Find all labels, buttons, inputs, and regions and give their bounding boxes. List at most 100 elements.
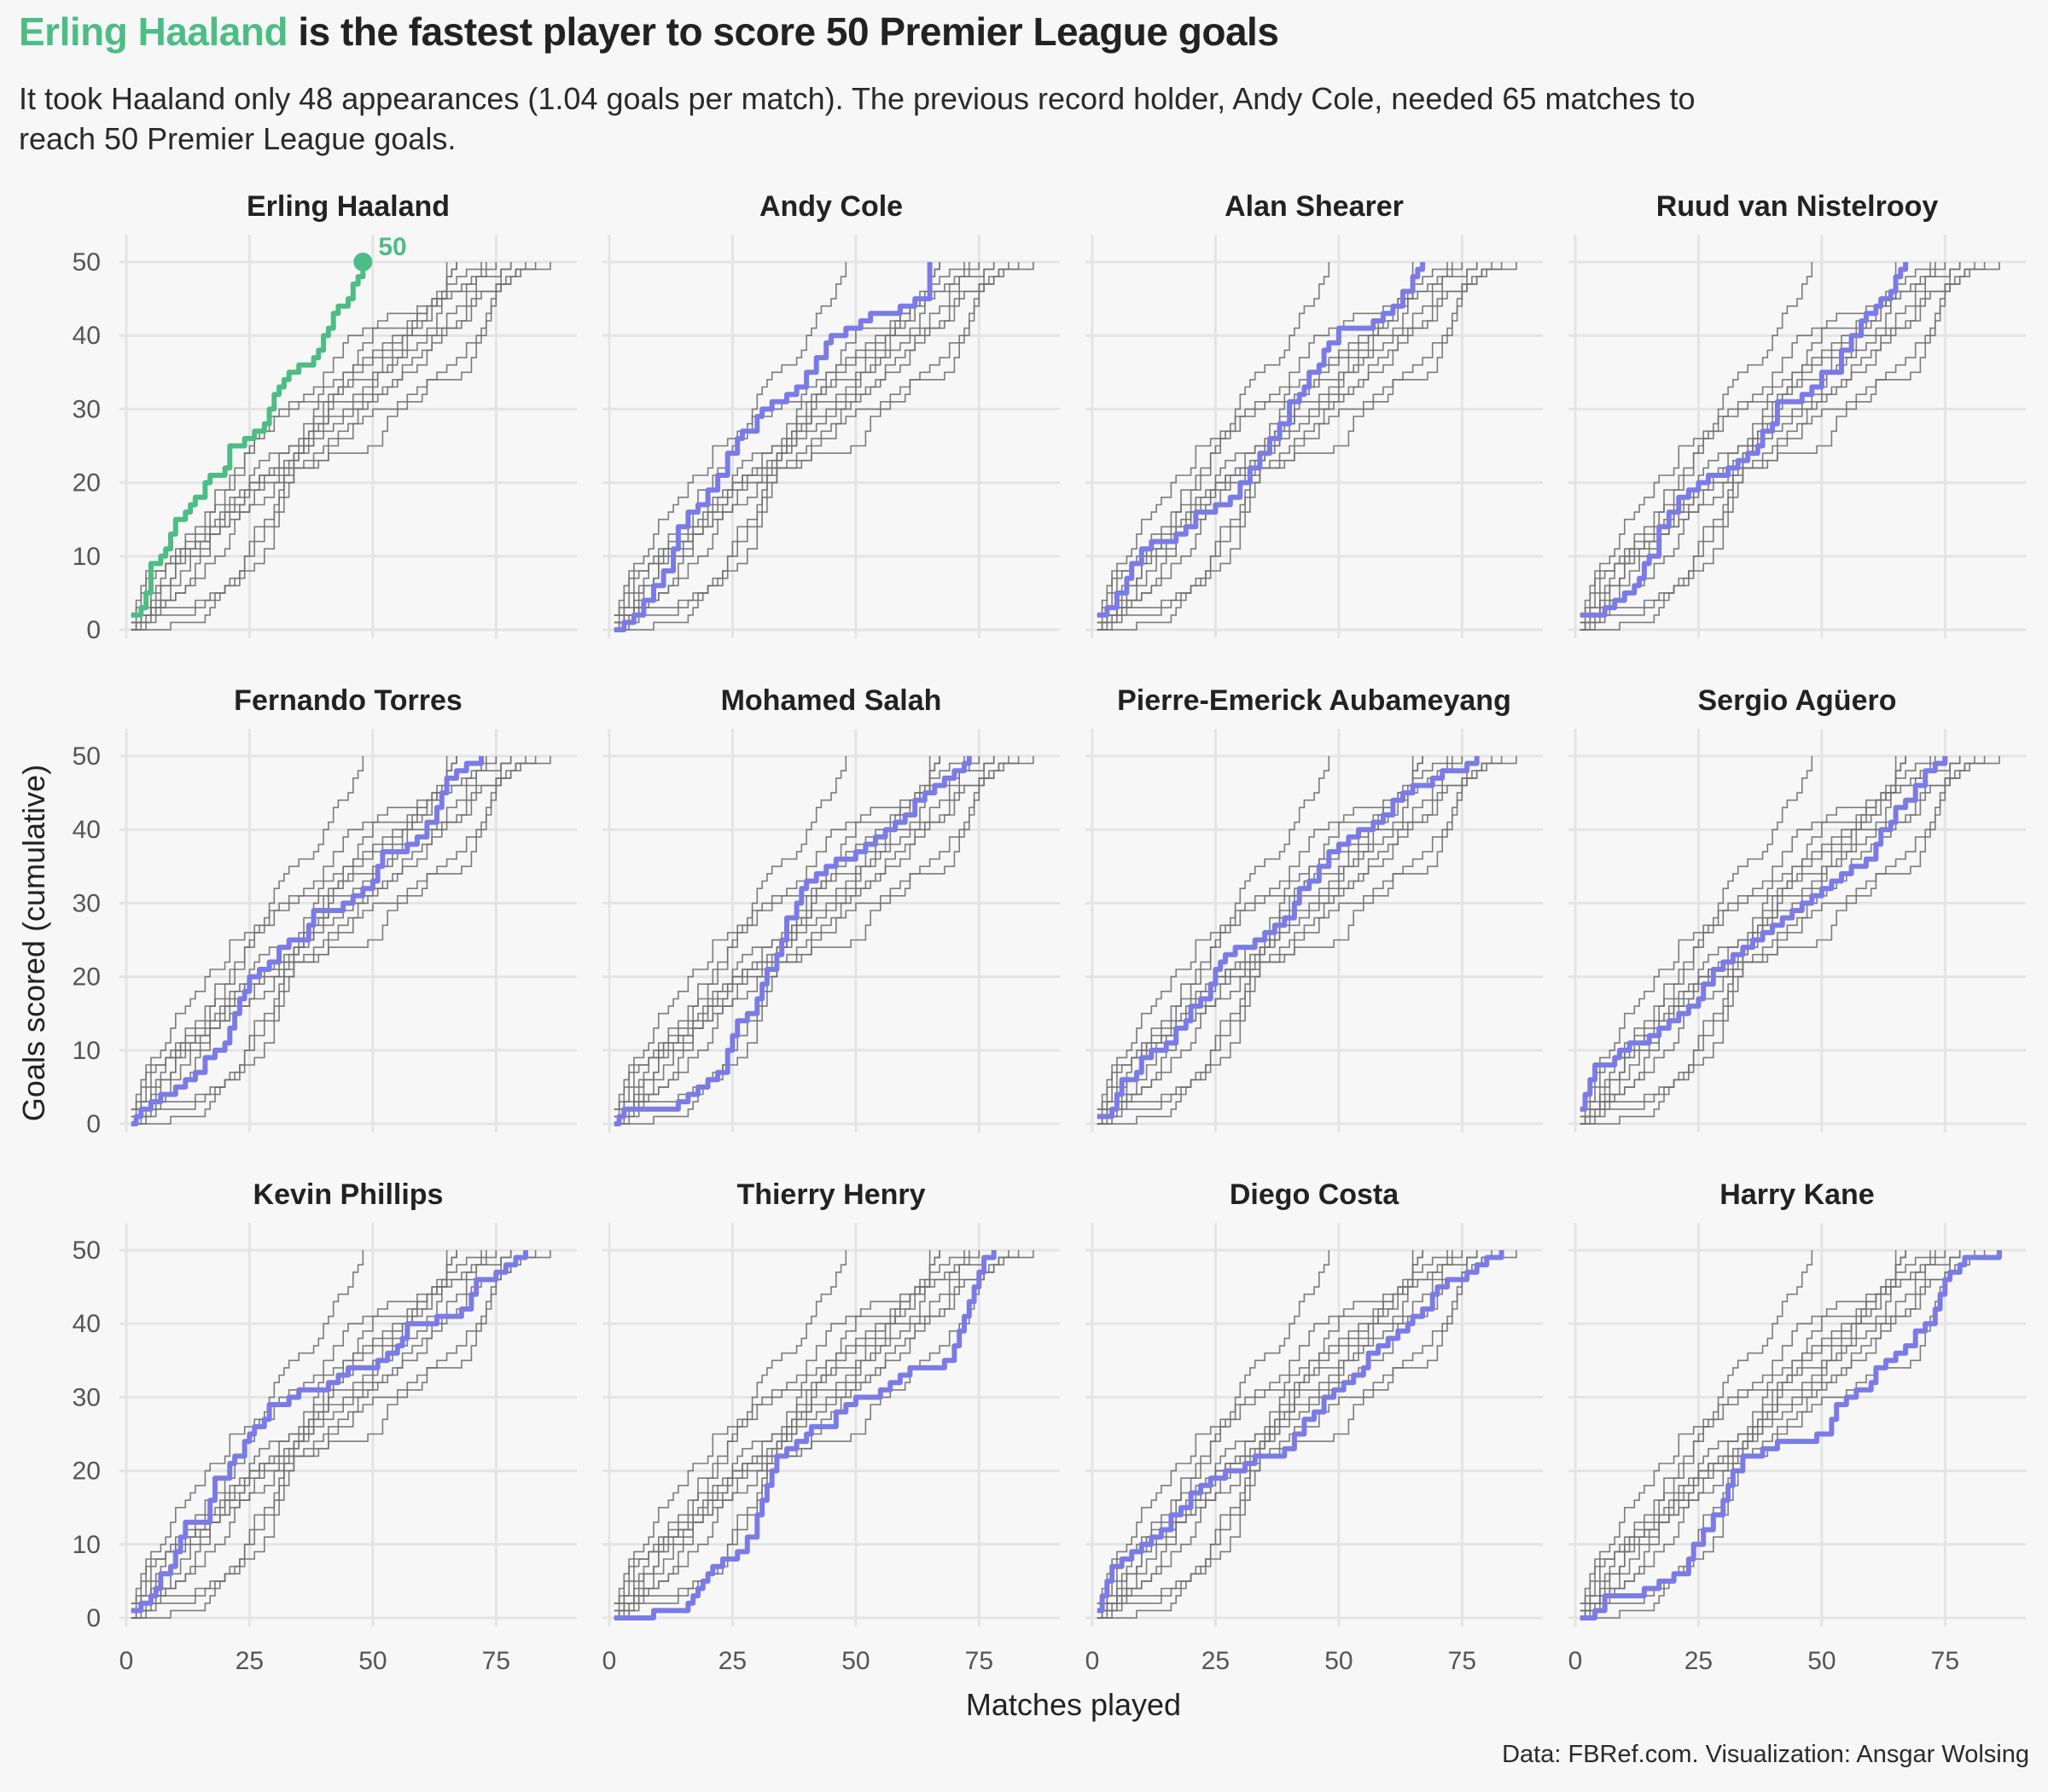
panels-group: Erling Haaland 0 10 20 30 40 50 50 Andy Cole Alan… — [73, 190, 2026, 1675]
comparison-line — [614, 756, 995, 1125]
comparison-line — [1097, 1250, 1478, 1619]
x-tick-label: 25 — [236, 1647, 264, 1675]
panel-fernando-torres: Fernando Torres 0 10 20 30 40 50 — [73, 684, 577, 1138]
comparison-line — [614, 262, 995, 631]
y-axis-label: Goals scored (cumulative) — [16, 765, 51, 1121]
comparison-line — [614, 262, 940, 616]
comparison-line — [1580, 1250, 1961, 1612]
title-rest: is the fastest player to score 50 Premie… — [288, 9, 1279, 54]
y-tick-label: 30 — [73, 1383, 101, 1411]
y-tick-label: 10 — [73, 1037, 101, 1065]
x-tick-label: 0 — [1568, 1647, 1583, 1675]
comparison-line — [131, 1250, 457, 1604]
comparison-line — [1097, 756, 1478, 1125]
panel-title: Thierry Henry — [736, 1178, 925, 1211]
x-tick-label: 0 — [602, 1647, 617, 1675]
x-tick-label: 75 — [965, 1647, 993, 1675]
comparison-line — [131, 1250, 512, 1612]
panel-alan-shearer: Alan Shearer — [1085, 190, 1543, 638]
y-tick-label: 50 — [73, 248, 101, 276]
panel-title: Mohamed Salah — [721, 684, 942, 717]
panel-pierre-emerick-aubameyang: Pierre-Emerick Aubameyang — [1085, 684, 1543, 1132]
comparison-line — [614, 756, 1034, 1125]
comparison-line — [131, 756, 512, 1125]
y-tick-label: 0 — [86, 616, 101, 644]
comparison-line — [614, 1250, 847, 1604]
comparison-line — [131, 262, 537, 624]
series-line — [614, 1250, 997, 1620]
panel-erling-haaland: Erling Haaland 0 10 20 30 40 50 50 — [73, 190, 577, 644]
comparison-line — [1097, 262, 1478, 624]
series-line — [614, 262, 933, 632]
comparison-line — [131, 262, 512, 624]
comparison-line — [1580, 756, 2000, 1125]
comparison-line — [614, 1250, 940, 1604]
series-line — [614, 756, 972, 1126]
y-tick-label: 20 — [73, 469, 101, 497]
panel-title: Andy Cole — [759, 190, 903, 223]
x-tick-label: 75 — [1448, 1647, 1476, 1675]
comparison-line — [1097, 262, 1517, 631]
x-tick-label: 75 — [1931, 1647, 1959, 1675]
comparison-line — [131, 1250, 364, 1604]
y-tick-label: 30 — [73, 889, 101, 917]
comparison-line — [131, 1250, 512, 1619]
panel-title: Sergio Agüero — [1698, 684, 1897, 717]
comparison-line — [1097, 1250, 1330, 1604]
y-tick-label: 0 — [86, 1110, 101, 1138]
y-tick-label: 40 — [73, 816, 101, 844]
comparison-line — [131, 262, 512, 631]
series-line — [131, 1250, 528, 1614]
comparison-line — [614, 1250, 1020, 1612]
panel-thierry-henry: Thierry Henry 0 25 50 75 — [602, 1178, 1060, 1675]
panel-sergio-aguero: Sergio Agüero — [1568, 684, 2026, 1132]
comparison-line — [131, 262, 457, 616]
panel-title: Pierre-Emerick Aubameyang — [1117, 684, 1511, 717]
comparison-line — [1097, 1250, 1517, 1619]
comparison-line — [1580, 756, 1961, 1118]
comparison-line — [131, 756, 551, 1125]
y-tick-label: 40 — [73, 322, 101, 350]
y-tick-label: 20 — [73, 1457, 101, 1486]
series-line — [1097, 1250, 1504, 1614]
title-highlight: Erling Haaland — [19, 9, 288, 54]
y-tick-label: 10 — [73, 543, 101, 571]
y-tick-label: 50 — [73, 742, 101, 771]
comparison-line — [614, 262, 1034, 631]
panel-title: Erling Haaland — [247, 190, 450, 223]
comparison-line — [1097, 1250, 1478, 1612]
y-tick-label: 10 — [73, 1531, 101, 1559]
comparison-line — [614, 262, 847, 616]
x-tick-label: 25 — [1201, 1647, 1230, 1675]
x-tick-label: 50 — [841, 1647, 870, 1675]
comparison-line — [131, 1250, 537, 1612]
comparison-line — [614, 756, 940, 1110]
panel-title: Alan Shearer — [1225, 190, 1404, 223]
comparison-line — [1097, 756, 1503, 1118]
comparison-line — [1097, 262, 1478, 631]
comparison-line — [1097, 262, 1330, 616]
comparison-line — [131, 756, 512, 1118]
comparison-line — [1580, 1250, 1961, 1619]
panel-kevin-phillips: Kevin Phillips 0 10 20 30 40 50 0 25 50 75 — [73, 1178, 577, 1675]
comparison-line — [1097, 756, 1330, 1110]
comparison-line — [1580, 262, 1961, 631]
panel-title: Harry Kane — [1719, 1178, 1874, 1211]
panel-andy-cole: Andy Cole — [602, 190, 1060, 638]
panel-title: Fernando Torres — [234, 684, 463, 717]
comparison-line — [131, 262, 551, 631]
panel-diego-costa: Diego Costa 0 25 50 75 — [1085, 1178, 1543, 1675]
x-tick-label: 50 — [1324, 1647, 1353, 1675]
series-line — [1097, 262, 1426, 618]
x-tick-label: 50 — [1807, 1647, 1836, 1675]
series-line — [131, 756, 484, 1126]
comparison-line — [614, 1250, 995, 1612]
y-tick-label: 20 — [73, 963, 101, 992]
comparison-line — [614, 262, 1020, 624]
y-tick-label: 40 — [73, 1310, 101, 1338]
y-tick-label: 50 — [73, 1236, 101, 1265]
y-tick-label: 30 — [73, 395, 101, 423]
endpoint-label: 50 — [378, 233, 406, 261]
comparison-line — [1580, 262, 1813, 616]
